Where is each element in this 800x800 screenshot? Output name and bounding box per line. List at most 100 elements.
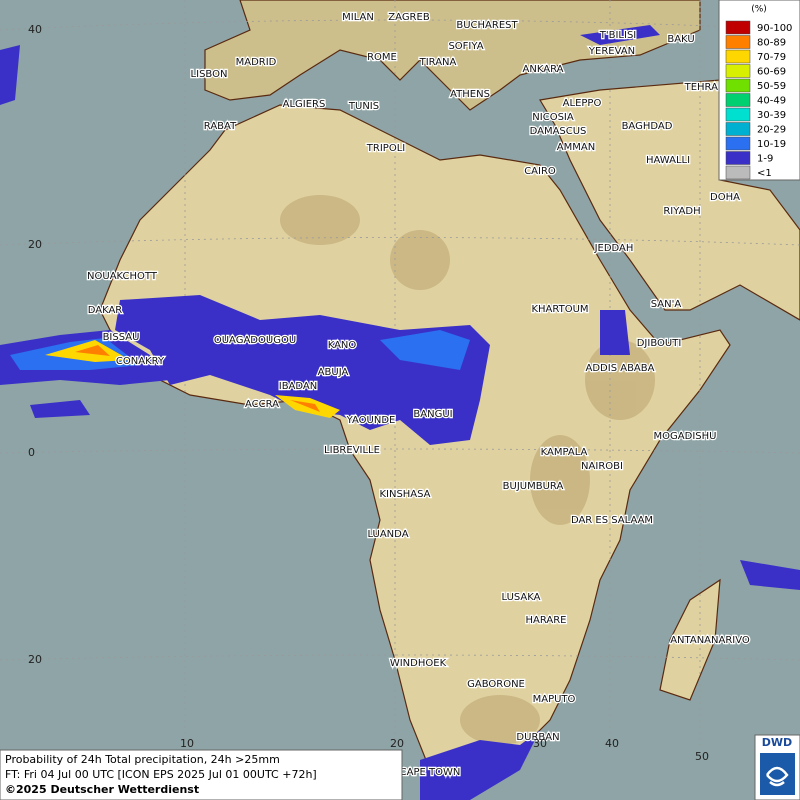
city-label: DJIBOUTI [637, 338, 682, 349]
city-label: GABORONE [467, 679, 525, 690]
lon-label: 50 [695, 750, 709, 763]
city-label: KINSHASA [379, 489, 430, 500]
city-label: DAMASCUS [530, 126, 587, 137]
legend-label: 30-39 [757, 110, 786, 121]
lon-label: 40 [605, 737, 619, 750]
legend-label: 1-9 [757, 154, 773, 165]
city-label: MOGADISHU [654, 431, 717, 442]
city-label: CONAKRY [116, 356, 165, 367]
city-label: HAWALLI [646, 155, 690, 166]
precipitation [0, 25, 800, 800]
city-label: DAR ES SALAAM [571, 515, 653, 526]
logo-mark [760, 753, 795, 795]
city-label: NOUAKCHOTT [87, 271, 158, 282]
legend-title: (%) [751, 5, 767, 15]
city-label: YAOUNDE [346, 415, 396, 426]
city-label: YEREVAN [588, 46, 635, 57]
precip-area [420, 730, 540, 800]
city-label: IBADAN [279, 381, 318, 392]
precip-area [380, 330, 470, 370]
city-label: ALEPPO [563, 98, 602, 109]
lat-label: 40 [28, 23, 42, 36]
lon-label: 30 [533, 737, 547, 750]
legend-swatch [725, 136, 751, 151]
legend-label: <1 [757, 168, 772, 179]
precip-area [30, 400, 90, 418]
legend-label: 20-29 [757, 125, 786, 136]
city-label: TIRANA [419, 57, 457, 68]
city-label: DAKAR [88, 305, 123, 316]
city-label: ACCRA [245, 399, 279, 410]
city-label: NAIROBI [581, 461, 623, 472]
lat-label: 20 [28, 653, 42, 666]
city-label: ATHENS [450, 89, 490, 100]
legend-swatch [725, 78, 751, 93]
city-label: SAN'A [651, 299, 682, 310]
city-label: BISSAU [103, 332, 140, 343]
grid-labels: 40 20 0 20 10 20 30 40 50 [28, 23, 709, 763]
info-box: Probability of 24h Total precipitation, … [0, 749, 403, 800]
city-label: ZAGREB [388, 12, 430, 23]
city-label: TRIPOLI [366, 143, 405, 154]
land [99, 0, 800, 776]
legend-label: 60-69 [757, 67, 786, 78]
city-label: BAKU [667, 34, 694, 45]
city-label: KHARTOUM [531, 304, 588, 315]
city-label: AMMAN [557, 142, 595, 153]
city-label: KAMPALA [541, 447, 588, 458]
logo-swirl [765, 766, 789, 787]
logo: DWD [754, 734, 800, 800]
lat-label: 20 [28, 238, 42, 251]
legend-label: 50-59 [757, 81, 786, 92]
city-label: ANTANANARIVO [670, 635, 750, 646]
city-label: BAGHDAD [622, 121, 673, 132]
legend-swatch [725, 35, 751, 49]
info-bg [0, 749, 403, 800]
city-label: MAPUTO [533, 694, 576, 705]
city-label: ADDIS ABABA [586, 363, 655, 374]
info-line: FT: Fri 04 Jul 00 UTC [ICON EPS 2025 Jul… [5, 768, 317, 781]
legend-swatch [725, 20, 751, 35]
city-label: WINDHOEK [390, 658, 447, 669]
legend-swatch [725, 107, 751, 122]
precip-area [740, 560, 800, 590]
madagascar [659, 578, 721, 701]
relief [280, 195, 655, 745]
city-label: HARARE [525, 615, 566, 626]
legend-label: 70-79 [757, 52, 786, 63]
info-line: ©2025 Deutscher Wetterdienst [5, 783, 199, 796]
city-label: BUCHAREST [456, 20, 518, 31]
legend-swatch [725, 122, 751, 136]
city-label: KANO [328, 340, 357, 351]
logo-text: DWD [762, 736, 792, 749]
city-label: ROME [367, 52, 397, 63]
city-label: TUNIS [348, 101, 379, 112]
legend-swatch [725, 165, 751, 180]
city-label: ABUJA [318, 367, 349, 378]
city-label: BANGUI [413, 409, 452, 420]
city-label: LUANDA [367, 529, 408, 540]
precip-area [580, 25, 660, 45]
legend-swatch [725, 64, 751, 78]
city-label: BUJUMBURA [503, 481, 564, 492]
graticule [0, 0, 800, 750]
precip-area [115, 295, 490, 445]
city-label: MILAN [342, 12, 374, 23]
city-label: MADRID [236, 57, 277, 68]
lon-label: 20 [390, 737, 404, 750]
city-label: CAPE TOWN [400, 767, 461, 778]
city-label: CAIRO [524, 166, 556, 177]
precip-area [75, 345, 110, 356]
city-label: RIYADH [663, 206, 700, 217]
legend-label: 40-49 [757, 96, 786, 107]
city-label: RABAT [204, 121, 237, 132]
precip-area [0, 45, 20, 105]
city-label: NICOSIA [532, 112, 574, 123]
legend-label: 10-19 [757, 139, 786, 150]
europe [204, 0, 701, 111]
legend-items: 90-100 80-89 70-79 60-69 50-59 40-49 30-39 20-2… [725, 20, 792, 180]
city-labels: MILAN ZAGREB BUCHAREST T'BILISI BAKU YEREVAN L… [86, 11, 751, 780]
lat-label: 0 [28, 446, 35, 459]
precip-area [290, 400, 320, 412]
